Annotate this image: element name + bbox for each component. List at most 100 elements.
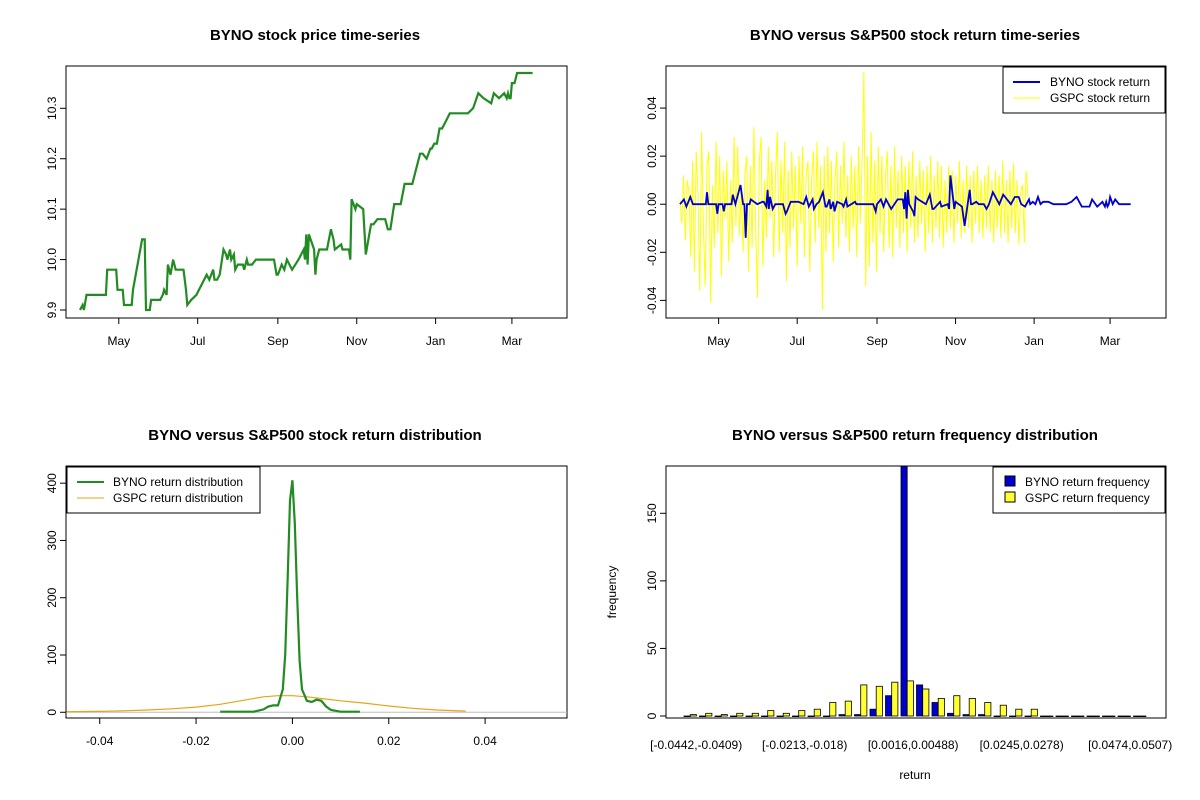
gspc-frequency-bar <box>751 712 759 717</box>
byno-frequency-bar <box>978 714 986 717</box>
price-x-tick-label: Jul <box>190 334 205 348</box>
density-y-tick-label: 200 <box>45 587 59 607</box>
gspc-frequency-bar <box>1061 715 1069 718</box>
gspc-frequency-bar <box>782 712 790 717</box>
frequency-x-tick-label: [0.0245,0.0278) <box>980 738 1064 752</box>
frequency-legend: BYNO return frequency GSPC return freque… <box>992 466 1166 514</box>
gspc-frequency-bar <box>844 700 852 717</box>
density-chart-title: BYNO versus S&P500 stock return distribu… <box>148 427 481 444</box>
byno-frequency-bar <box>854 714 862 717</box>
returns-x-tick-label: Mar <box>1100 334 1121 348</box>
density-x-tick-label: -0.02 <box>182 734 210 748</box>
price-x-tick-label: Mar <box>502 334 523 348</box>
returns-legend-label-gspc: GSPC stock return <box>1050 91 1150 105</box>
gspc-frequency-bar <box>1108 715 1116 718</box>
returns-y-tick-label: 0.02 <box>645 144 659 168</box>
byno-frequency-bar <box>1024 715 1032 718</box>
gspc-frequency-bar <box>705 712 713 717</box>
byno-frequency-bar <box>1009 715 1017 718</box>
returns-x-tick-label: May <box>707 334 730 348</box>
byno-frequency-bar <box>931 702 939 717</box>
frequency-legend-label-gspc: GSPC return frequency <box>1025 491 1150 505</box>
density-legend-label-byno: BYNO return distribution <box>113 475 243 489</box>
gspc-frequency-bar <box>813 708 821 717</box>
frequency-x-tick-label: [0.0016,0.00488) <box>868 738 959 752</box>
returns-legend: BYNO stock return GSPC stock return <box>1002 66 1166 114</box>
gspc-frequency-bar <box>1046 715 1054 718</box>
returns-legend-label-byno: BYNO stock return <box>1050 75 1150 89</box>
byno-frequency-bar <box>699 715 707 718</box>
returns-x-tick-label: Sep <box>866 334 888 348</box>
frequency-x-tick-label: [-0.0442,-0.0409) <box>650 738 742 752</box>
price-y-tick-label: 10.3 <box>45 96 59 120</box>
gspc-frequency-bar <box>829 702 837 717</box>
returns-y-tick-label: -0.02 <box>645 238 659 266</box>
gspc-frequency-bar <box>984 702 992 717</box>
gspc-frequency-bar <box>953 695 961 717</box>
gspc-frequency-bar <box>1123 715 1131 718</box>
gspc-frequency-bar <box>922 688 930 717</box>
density-y-tick-label: 100 <box>45 645 59 665</box>
density-chart: BYNO versus S&P500 stock return distribu… <box>45 427 568 748</box>
byno-frequency-bar <box>776 715 784 718</box>
returns-chart-title: BYNO versus S&P500 stock return time-ser… <box>750 27 1080 44</box>
price-x-tick-label: Nov <box>346 334 367 348</box>
gspc-frequency-bar <box>767 710 775 717</box>
byno-frequency-bar <box>1086 715 1094 718</box>
price-y-tick-label: 9.9 <box>45 301 59 318</box>
gspc-frequency-bar <box>720 714 728 717</box>
byno-frequency-bar <box>1102 715 1110 718</box>
gspc-density-line <box>65 695 466 713</box>
frequency-y-tick-label: 150 <box>645 503 659 523</box>
byno-frequency-bar <box>1040 715 1048 718</box>
gspc-frequency-bar <box>1092 715 1100 718</box>
gspc-frequency-bar <box>968 698 976 717</box>
returns-x-tick-label: Jul <box>790 334 805 348</box>
byno-frequency-bar <box>916 684 924 717</box>
byno-frequency-bar <box>947 712 955 717</box>
byno-frequency-bar <box>962 714 970 717</box>
density-y-tick-label: 300 <box>45 530 59 550</box>
returns-y-tick-label: -0.04 <box>645 286 659 314</box>
frequency-legend-swatch-gspc <box>1004 491 1016 503</box>
byno-frequency-bar <box>792 715 800 718</box>
gspc-return-line <box>679 71 1029 311</box>
byno-frequency-bar <box>683 715 691 718</box>
byno-frequency-bar <box>869 708 877 717</box>
density-x-tick-label: 0.02 <box>377 734 401 748</box>
gspc-frequency-bar <box>689 714 697 717</box>
returns-y-tick-label: 0.04 <box>645 96 659 120</box>
frequency-x-tick-label: [0.0474,0.0507) <box>1088 738 1172 752</box>
byno-frequency-bar <box>714 715 722 718</box>
price-chart: BYNO stock price time-series 9.9 10.0 10.1… <box>45 27 568 348</box>
frequency-chart: BYNO versus S&P500 return frequency dist… <box>605 427 1172 782</box>
gspc-frequency-bar <box>860 684 868 717</box>
gspc-frequency-bar <box>999 704 1007 717</box>
frequency-legend-swatch-byno <box>1004 475 1016 487</box>
byno-frequency-bar <box>745 715 753 718</box>
byno-frequency-bar <box>1071 715 1079 718</box>
frequency-legend-label-byno: BYNO return frequency <box>1025 475 1150 489</box>
density-legend-label-gspc: GSPC return distribution <box>113 491 243 505</box>
gspc-frequency-bar <box>798 710 806 717</box>
byno-frequency-bar <box>730 715 738 718</box>
gspc-frequency-bar <box>937 698 945 717</box>
frequency-plot-area: 0 50 100 150 [-0.0442,-0.0409) [-0.0213,-0.01… <box>645 465 1172 752</box>
gspc-frequency-bar <box>736 712 744 717</box>
returns-plot-area: -0.04 -0.02 0.00 0.02 0.04 May Jul Sep Nov Jan Mar <box>645 71 1131 348</box>
density-x-tick-label: 0.04 <box>473 734 497 748</box>
byno-frequency-bar <box>761 715 769 718</box>
byno-return-line <box>679 175 1131 238</box>
density-x-tick-label: -0.04 <box>86 734 114 748</box>
frequency-y-tick-label: 0 <box>645 712 659 719</box>
density-legend: BYNO return distribution GSPC return dis… <box>66 466 261 514</box>
frequency-y-tick-label: 100 <box>645 571 659 591</box>
price-chart-title: BYNO stock price time-series <box>210 27 420 44</box>
byno-frequency-bar <box>838 714 846 717</box>
gspc-frequency-bar <box>1139 715 1147 718</box>
price-y-tick-label: 10.0 <box>45 248 59 272</box>
byno-frequency-bar <box>1117 715 1125 718</box>
price-x-tick-label: May <box>107 334 130 348</box>
byno-frequency-bar <box>993 715 1001 718</box>
